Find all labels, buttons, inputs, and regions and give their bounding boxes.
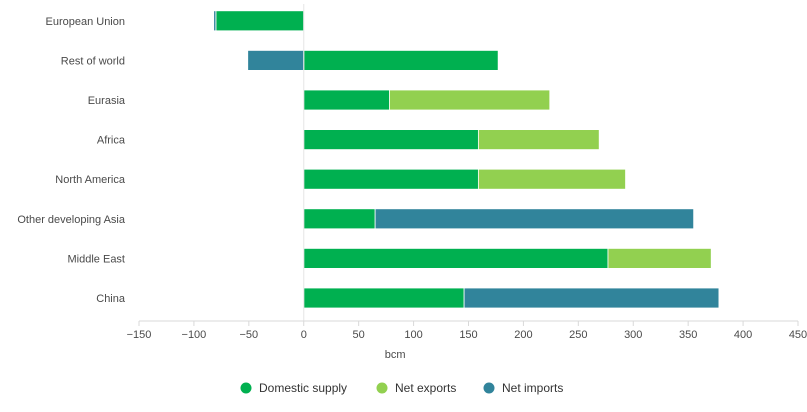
x-tick-label: 150 (459, 329, 477, 341)
bar-segment (389, 89, 551, 111)
bar-segment (213, 10, 217, 32)
legend-label: Domestic supply (259, 381, 347, 395)
legend-label: Net exports (395, 381, 456, 395)
x-tick-label: 450 (789, 329, 807, 341)
x-tick-label: 400 (734, 329, 752, 341)
legend-swatch (483, 382, 495, 394)
x-axis-group: −150 −100 −50 0 50 100 150 200 250 300 350 400 450 (127, 4, 807, 341)
category-label: Middle East (68, 253, 125, 265)
bar-segment (607, 247, 712, 269)
category-labels-group: European Union Rest of world Eurasia Africa… (17, 16, 126, 305)
legend-swatch (376, 382, 388, 394)
bar-segment (247, 50, 305, 71)
bar-segment (477, 168, 626, 190)
legend-label: Net imports (502, 381, 563, 395)
x-axis-title: bcm (385, 349, 406, 361)
x-tick-label: 200 (514, 329, 532, 341)
category-label: Africa (97, 135, 126, 147)
category-label: Rest of world (61, 55, 125, 67)
category-label: Other developing Asia (17, 214, 126, 226)
x-tick-label: −150 (127, 329, 152, 341)
legend: Domestic supply Net exports Net imports (240, 381, 563, 395)
x-tick-label: 300 (624, 329, 642, 341)
bar-segment (303, 50, 499, 71)
x-tick-label: 50 (353, 329, 365, 341)
x-tick-label: 350 (679, 329, 697, 341)
bar-segment (463, 287, 720, 309)
x-tick-label: −50 (239, 329, 258, 341)
bar-segment (303, 287, 465, 309)
bars-group (213, 10, 720, 309)
legend-swatch (240, 382, 252, 394)
x-tick-label: 0 (301, 329, 307, 341)
bar-segment (303, 129, 479, 151)
x-tick-label: 250 (569, 329, 587, 341)
watermark-text: ERR能研微讯 (640, 369, 744, 388)
category-label: European Union (45, 16, 125, 28)
category-label: China (96, 293, 126, 305)
x-tick-label: −100 (182, 329, 207, 341)
bar-segment (303, 208, 376, 230)
bar-segment (374, 208, 695, 230)
category-label: North America (55, 174, 126, 186)
category-label: Eurasia (88, 95, 126, 107)
bar-segment (477, 129, 600, 151)
bar-segment (303, 247, 609, 269)
x-tick-label: 100 (404, 329, 422, 341)
bar-segment (303, 168, 479, 190)
wechat-icon (613, 369, 639, 389)
bar-segment (303, 89, 390, 111)
watermark: ERR能研微讯 (613, 369, 744, 389)
bar-segment (215, 10, 305, 32)
